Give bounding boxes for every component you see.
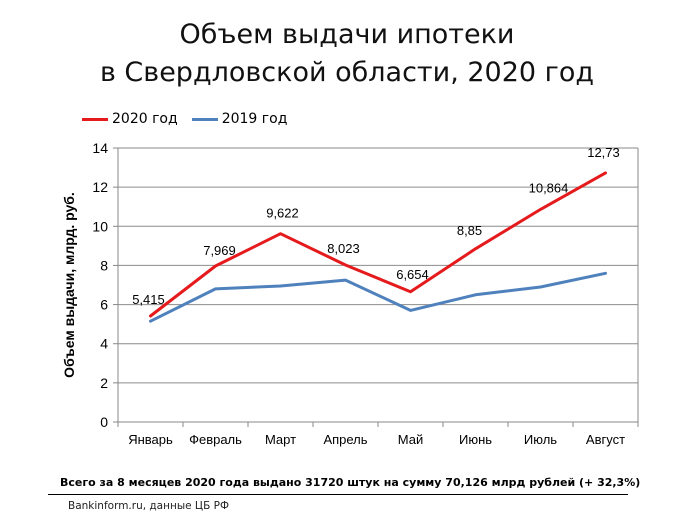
data-label: 6,654 <box>396 267 429 282</box>
summary-footnote: Всего за 8 месяцев 2020 года выдано 3172… <box>60 476 641 489</box>
y-axis-label: Объем выдачи, млрд. руб. <box>61 192 77 378</box>
legend-item-2019: 2019 год <box>191 111 288 127</box>
data-label: 12,73 <box>587 145 620 160</box>
x-tick-label: Август <box>586 432 625 447</box>
x-tick-label: Май <box>398 432 423 447</box>
legend: 2020 год 2019 год <box>82 108 301 130</box>
x-tick-label: Апрель <box>323 432 367 447</box>
x-tick-label: Июнь <box>459 432 492 447</box>
x-tick-label: Январь <box>128 432 173 447</box>
data-label: 10,864 <box>529 180 569 195</box>
chart-title-line-2: в Свердловской области, 2020 год <box>99 57 595 88</box>
x-tick-label: Июль <box>524 432 557 447</box>
legend-swatch-2020 <box>82 117 108 121</box>
series-line-2020-год <box>149 171 607 318</box>
source-note: Bankinform.ru, данные ЦБ РФ <box>68 500 229 512</box>
y-tick-label: 12 <box>92 179 108 195</box>
y-tick-label: 0 <box>100 414 108 430</box>
line-chart: 0 2 4 6 8 10 12 14 Январь Февраль Март Апрель Май Июн… <box>61 140 639 447</box>
series-line-2019-год <box>149 271 607 323</box>
data-label: 8,85 <box>457 223 482 238</box>
y-tick-label: 4 <box>100 336 108 352</box>
data-label: 8,023 <box>327 241 360 256</box>
x-tick-label: Март <box>265 432 296 447</box>
y-tick-label: 6 <box>100 297 108 313</box>
data-label: 9,622 <box>266 206 299 221</box>
legend-label-2020: 2020 год <box>112 111 178 127</box>
data-label: 7,969 <box>203 243 236 258</box>
y-tick-label: 10 <box>92 218 108 234</box>
x-tick-label: Февраль <box>189 432 242 447</box>
legend-item-2020: 2020 год <box>82 111 178 127</box>
y-tick-label: 8 <box>100 257 108 273</box>
y-tick-label: 2 <box>100 375 108 391</box>
legend-label-2019: 2019 год <box>221 111 288 127</box>
footnote-divider <box>48 494 628 495</box>
data-label: 5,415 <box>132 292 165 307</box>
legend-swatch-2019 <box>191 117 218 121</box>
chart-title-line-1: Объем выдачи ипотеки <box>179 19 515 50</box>
y-tick-label: 14 <box>92 140 108 156</box>
